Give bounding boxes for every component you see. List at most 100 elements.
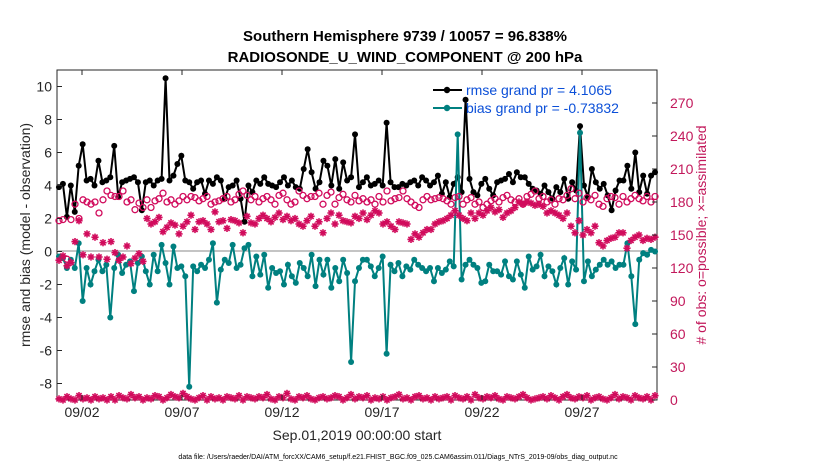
rmse-point bbox=[419, 174, 426, 181]
obs-assimilated-point-stroke bbox=[191, 226, 199, 233]
obs-assimilated-point-stroke bbox=[251, 220, 259, 228]
bias-point bbox=[304, 273, 311, 280]
obs-assimilated-point-stroke bbox=[403, 220, 411, 228]
obs-assimilated-point bbox=[115, 256, 123, 264]
rmse-point bbox=[253, 177, 260, 184]
obs-possible-point bbox=[127, 196, 135, 204]
bias-point bbox=[612, 265, 619, 271]
obs-possible-point bbox=[347, 198, 355, 206]
bias-point bbox=[505, 273, 512, 280]
obs-possible-point bbox=[59, 215, 67, 224]
bias-point bbox=[71, 265, 78, 271]
bias-point bbox=[186, 383, 193, 390]
obs-assimilated-point bbox=[83, 230, 91, 238]
rmse-point bbox=[541, 182, 548, 189]
obs-possible-point bbox=[355, 197, 363, 205]
rmse-point bbox=[379, 182, 386, 189]
y2-tick-label: 210 bbox=[670, 161, 694, 177]
rmse-point bbox=[67, 182, 74, 189]
bias-point bbox=[229, 241, 236, 248]
obs-bottom-point bbox=[467, 396, 475, 404]
obs-bottom-point bbox=[283, 389, 291, 397]
obs-possible-point bbox=[187, 192, 195, 201]
bias-point bbox=[470, 261, 477, 268]
obs-possible-point bbox=[415, 203, 423, 212]
bias-point bbox=[407, 266, 414, 273]
obs-assimilated-point bbox=[319, 229, 327, 237]
obs-possible-point bbox=[171, 200, 179, 208]
y2-tick-label: 150 bbox=[670, 227, 694, 243]
obs-assimilated-point bbox=[427, 225, 435, 234]
rmse-point bbox=[403, 182, 410, 189]
rmse-point bbox=[612, 187, 619, 194]
rmse-point bbox=[340, 159, 347, 166]
bias-point bbox=[253, 253, 260, 260]
rmse-point bbox=[509, 179, 516, 186]
rmse-point bbox=[261, 174, 268, 181]
obs-possible-point bbox=[343, 196, 351, 204]
obs-possible-point bbox=[639, 197, 647, 205]
bias-point bbox=[348, 359, 355, 366]
obs-bottom-point-stroke bbox=[551, 394, 559, 401]
bias-point bbox=[569, 258, 576, 265]
y-tick-label: -8 bbox=[40, 376, 53, 392]
bias-point bbox=[107, 314, 114, 321]
obs-possible-point bbox=[175, 197, 183, 205]
rmse-point bbox=[352, 131, 359, 138]
rmse-point bbox=[170, 172, 177, 179]
obs-possible-point bbox=[79, 196, 87, 204]
obs-possible-point bbox=[611, 193, 619, 202]
obs-assimilated-point-stroke bbox=[95, 253, 103, 261]
obs-possible-point bbox=[219, 195, 227, 203]
rmse-point bbox=[490, 192, 497, 199]
obs-bottom-point-stroke bbox=[303, 392, 311, 399]
rmse-point bbox=[320, 157, 327, 164]
y2-tick-label: 30 bbox=[670, 359, 686, 375]
bias-point bbox=[423, 268, 430, 275]
y2-tick-label: 90 bbox=[670, 293, 686, 309]
obs-bottom-point-stroke bbox=[519, 391, 527, 398]
obs-assimilated-point-stroke bbox=[199, 217, 207, 224]
obs-assimilated-point-stroke bbox=[155, 214, 163, 221]
obs-possible-point bbox=[575, 189, 583, 197]
obs-assimilated-point-stroke bbox=[59, 252, 67, 260]
obs-possible-point bbox=[199, 195, 207, 203]
bias-point bbox=[336, 278, 343, 285]
bias-point bbox=[83, 265, 90, 271]
obs-bottom-point bbox=[107, 393, 115, 401]
bias-point bbox=[130, 288, 137, 295]
rmse-point bbox=[608, 207, 615, 214]
rmse-point bbox=[486, 185, 493, 192]
y-tick-label: 10 bbox=[36, 79, 52, 95]
x-tick-label: 09/27 bbox=[564, 404, 599, 420]
rmse-point bbox=[652, 169, 659, 176]
obs-possible-point bbox=[447, 200, 455, 208]
obs-possible-point bbox=[139, 203, 147, 212]
obs-possible-point bbox=[451, 193, 459, 202]
bias-point bbox=[154, 268, 161, 275]
bias-point bbox=[454, 131, 461, 138]
bias-point bbox=[91, 268, 98, 275]
rmse-point bbox=[624, 162, 631, 169]
obs-possible-point bbox=[407, 198, 415, 206]
obs-assimilated-point-stroke bbox=[171, 221, 179, 229]
obs-possible-point bbox=[95, 209, 103, 217]
obs-possible-point bbox=[351, 191, 359, 200]
obs-possible-point bbox=[303, 195, 311, 203]
rmse-point bbox=[75, 162, 82, 169]
obs-assimilated-point bbox=[123, 242, 131, 250]
rmse-point bbox=[71, 208, 78, 215]
obs-assimilated-point bbox=[191, 225, 199, 234]
obs-bottom-point-stroke bbox=[651, 392, 659, 399]
bias-point bbox=[537, 251, 544, 258]
bias-point bbox=[257, 271, 264, 278]
obs-bottom-point-stroke bbox=[263, 391, 271, 398]
bias-point bbox=[415, 261, 422, 268]
obs-possible-point bbox=[207, 200, 215, 208]
rmse-point bbox=[470, 189, 477, 196]
obs-possible-point bbox=[615, 200, 623, 208]
obs-possible-point bbox=[467, 193, 475, 202]
rmse-point bbox=[91, 182, 98, 189]
obs-assimilated-point bbox=[635, 231, 643, 239]
y2-tick-label: 270 bbox=[670, 95, 694, 111]
